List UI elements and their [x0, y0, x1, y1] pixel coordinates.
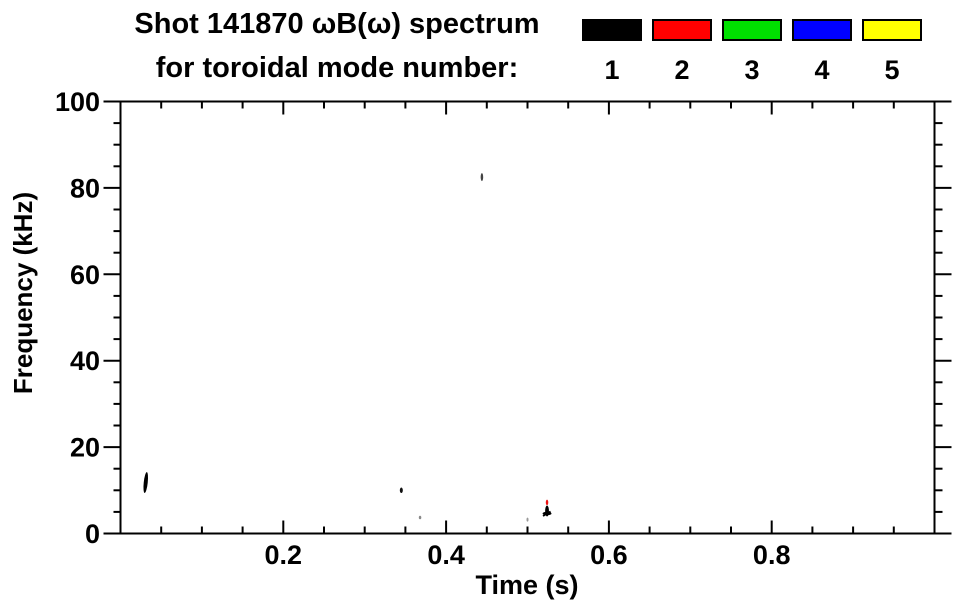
- legend-label-2: 2: [674, 55, 690, 85]
- legend-swatch-1: [582, 19, 642, 41]
- data-point-mode1: [480, 173, 484, 182]
- legend-swatch-4: [792, 19, 852, 41]
- cluster-arm-diagonal: [542, 510, 551, 517]
- y-tick-label: 60: [70, 260, 100, 290]
- data-point-mode1: [418, 515, 422, 520]
- legend-swatch-3: [722, 19, 782, 41]
- data-point-mode2: [545, 499, 549, 506]
- chart-title-block: Shot 141870 ωB(ω) spectrum for toroidal …: [0, 4, 674, 88]
- legend-item-4: 4: [792, 19, 852, 84]
- data-point-mode1: [526, 517, 529, 522]
- legend-label-1: 1: [604, 55, 620, 85]
- legend-label-3: 3: [744, 55, 760, 85]
- y-tick-label: 80: [70, 173, 100, 203]
- legend-swatch-2: [652, 19, 712, 41]
- data-point-mode1: [143, 472, 149, 493]
- y-tick-label: 40: [70, 346, 100, 376]
- legend-label-5: 5: [884, 55, 900, 85]
- y-tick-label: 20: [70, 433, 100, 463]
- y-tick-label: 0: [85, 519, 100, 549]
- legend-item-1: 1: [582, 19, 642, 84]
- x-tick-label: 0.6: [590, 540, 628, 570]
- chart-title: Shot 141870 ωB(ω) spectrum: [134, 8, 540, 40]
- x-tick-label: 0.4: [427, 540, 465, 570]
- mode-number-legend: 1 2 3 4 5: [582, 19, 922, 84]
- legend-label-4: 4: [814, 55, 830, 85]
- legend-item-2: 2: [652, 19, 712, 84]
- x-axis-label: Time (s): [475, 570, 579, 600]
- y-tick-label: 100: [55, 87, 100, 117]
- data-point-cluster-mode1: [542, 505, 552, 517]
- legend-item-3: 3: [722, 19, 782, 84]
- legend-item-5: 5: [862, 19, 922, 84]
- x-tick-label: 0.8: [753, 540, 791, 570]
- legend-swatch-5: [862, 19, 922, 41]
- plot-frame: [119, 100, 936, 535]
- x-tick-label: 0.2: [265, 540, 303, 570]
- data-point-mode1: [399, 487, 403, 494]
- chart-subtitle: for toroidal mode number:: [155, 52, 519, 84]
